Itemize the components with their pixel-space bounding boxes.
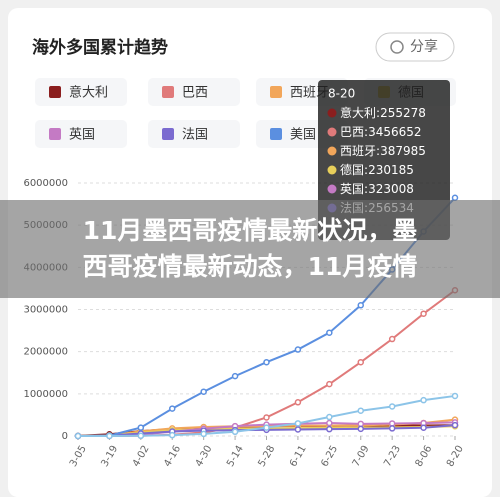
data-point	[231, 372, 239, 380]
tooltip-value: 3456652	[368, 125, 421, 139]
legend-box[interactable]	[35, 120, 127, 148]
data-point	[263, 424, 270, 431]
legend-swatch	[162, 128, 174, 140]
tooltip-row: 意大利:255278	[340, 105, 426, 120]
tooltip-name: 德国	[340, 162, 364, 177]
data-point	[451, 392, 459, 400]
tooltip-separator: :	[364, 182, 368, 196]
legend-item[interactable]: 英国	[35, 120, 127, 148]
tooltip-dot	[327, 146, 337, 156]
data-point	[263, 358, 270, 366]
legend-swatch	[49, 128, 61, 140]
legend-label: 巴西	[182, 86, 208, 101]
data-point	[388, 425, 396, 432]
legend-swatch	[162, 86, 174, 98]
data-point	[294, 420, 302, 427]
legend-item[interactable]: 意大利	[35, 78, 127, 106]
tooltip-separator: :	[376, 106, 380, 120]
tooltip-dot	[327, 165, 337, 175]
tooltip-name: 西班牙	[340, 144, 376, 158]
y-tick-label: 2000000	[23, 347, 68, 358]
tooltip-separator: :	[376, 144, 380, 158]
share-icon	[390, 40, 404, 54]
data-point	[357, 420, 364, 428]
data-point	[326, 425, 333, 433]
data-point	[294, 346, 302, 353]
tooltip-row: 德国:230185	[340, 162, 414, 177]
tooltip-row: 西班牙:387985	[340, 144, 426, 158]
tooltip-value: 323008	[368, 182, 414, 196]
legend-swatch	[270, 128, 282, 140]
data-point	[357, 425, 364, 433]
data-point	[200, 430, 207, 438]
data-point	[263, 414, 270, 421]
banner-line: 西哥疫情最新动态，11月疫情	[83, 252, 418, 281]
data-point	[388, 335, 396, 343]
legend-item[interactable]: 巴西	[148, 78, 240, 106]
tooltip-separator: :	[364, 163, 368, 177]
data-point	[74, 432, 82, 440]
data-point	[420, 424, 427, 431]
data-point	[137, 432, 145, 440]
data-point	[357, 302, 364, 309]
data-point	[420, 396, 427, 404]
data-point	[326, 329, 333, 336]
legend-box[interactable]	[148, 78, 240, 106]
legend-box[interactable]	[35, 78, 127, 106]
y-tick-label: 6000000	[23, 178, 68, 189]
data-point	[231, 428, 239, 436]
data-point	[200, 388, 207, 395]
legend-label: 美国	[290, 128, 316, 143]
tooltip-row: 巴西:3456652	[340, 125, 422, 139]
banner-band	[0, 200, 500, 298]
tooltip-value: 387985	[380, 144, 426, 158]
y-tick-label: 0	[62, 431, 68, 442]
data-point	[357, 407, 364, 414]
legend-label: 英国	[69, 128, 95, 143]
data-point	[326, 413, 333, 421]
tooltip-separator: :	[364, 125, 368, 139]
y-tick-label: 1000000	[23, 389, 68, 400]
data-point	[451, 421, 459, 429]
tooltip-name: 意大利	[340, 105, 376, 120]
tooltip-dot	[327, 184, 337, 194]
data-point	[294, 399, 302, 406]
data-point	[294, 426, 302, 433]
tooltip-name: 英国	[340, 182, 364, 196]
share-button[interactable]: 分享	[375, 32, 455, 62]
tooltip-value: 230185	[368, 163, 414, 177]
data-point	[106, 432, 113, 440]
share-box[interactable]	[375, 32, 455, 62]
tooltip-dot	[327, 127, 337, 137]
data-point	[357, 358, 364, 366]
data-point	[169, 405, 176, 412]
legend-box[interactable]	[148, 120, 240, 148]
legend-item[interactable]: 法国	[148, 120, 240, 148]
data-point	[451, 194, 459, 202]
tooltip-value: 255278	[380, 106, 426, 120]
tooltip-name: 巴西	[340, 125, 364, 139]
legend-label: 法国	[182, 128, 208, 143]
tooltip-dot	[327, 108, 337, 118]
data-point	[388, 403, 396, 410]
tooltip-row: 英国:323008	[340, 182, 414, 196]
y-tick-label: 3000000	[23, 305, 68, 316]
banner-line: 11月墨西哥疫情最新状况，墨	[83, 216, 418, 245]
chart-title: 海外多国累计趋势	[32, 37, 168, 58]
data-point	[326, 380, 333, 388]
data-point	[326, 419, 333, 427]
share-label[interactable]: 分享	[410, 38, 438, 55]
legend-swatch	[270, 86, 282, 98]
data-point	[137, 424, 145, 431]
legend-swatch	[49, 86, 61, 98]
legend-label: 意大利	[69, 85, 108, 101]
data-point	[169, 431, 176, 439]
data-point	[420, 310, 427, 317]
tooltip-title: 8-20	[328, 87, 355, 101]
